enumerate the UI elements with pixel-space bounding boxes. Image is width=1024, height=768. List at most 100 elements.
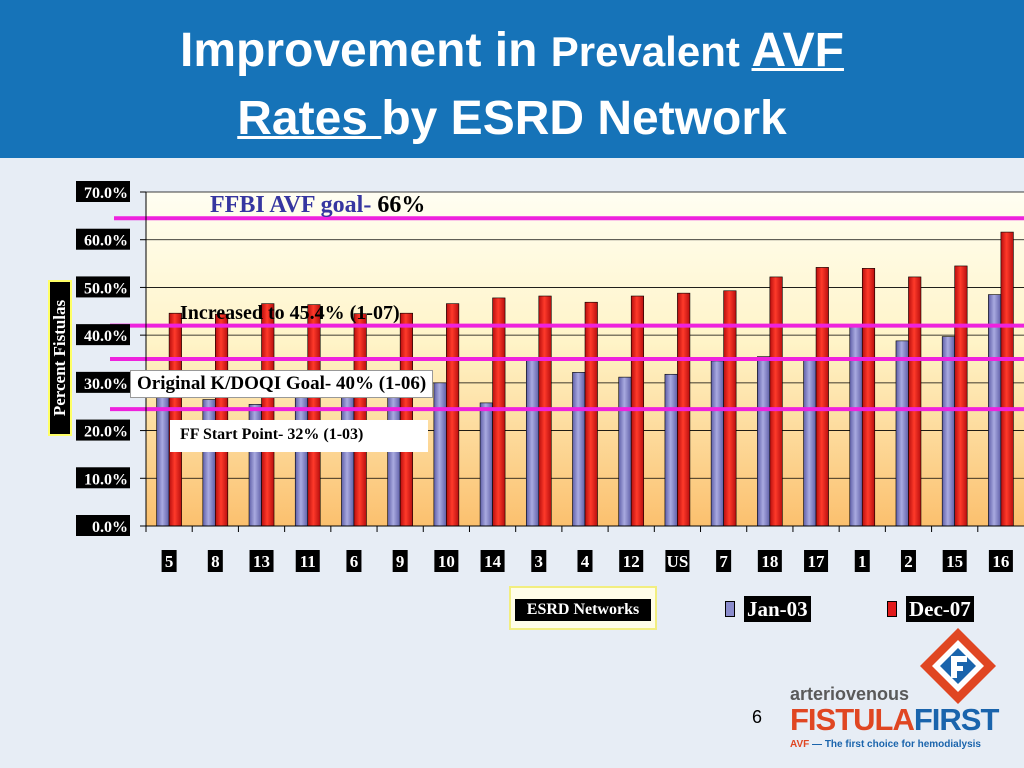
x-tick-label: 11 <box>300 552 316 571</box>
y-tick-label-bg <box>76 324 130 346</box>
x-tick-label: 2 <box>904 552 913 571</box>
legend-swatch-dec-07 <box>887 601 897 617</box>
y-tick-label: 10.0% <box>84 471 128 488</box>
logo-tag-rest: — The first choice for hemodialysis <box>809 739 981 750</box>
slide-header: Improvement in Prevalent AVF Rates by ES… <box>0 0 1024 158</box>
y-tick-label-bg <box>76 419 130 441</box>
y-tick-label: 20.0% <box>84 424 128 441</box>
y-tick-label-bg <box>76 181 130 202</box>
bar-jan-03 <box>341 392 355 527</box>
x-tick-label: 9 <box>396 552 405 571</box>
fistula-first-logo-mark <box>920 628 996 704</box>
x-tick-label: 12 <box>623 552 640 571</box>
x-tick-label: 14 <box>484 552 502 571</box>
start-point-annotation: FF Start Point- 32% (1-03) <box>170 420 428 452</box>
legend-swatch-jan-03 <box>725 601 735 617</box>
x-tick-label: 5 <box>165 552 174 571</box>
bar-dec-07 <box>307 304 321 527</box>
bar-dec-07 <box>815 267 829 527</box>
x-tick-label: 18 <box>761 552 778 571</box>
bar-jan-03 <box>757 356 771 527</box>
bar-jan-03 <box>156 396 170 527</box>
x-tick-label-bg <box>392 550 408 572</box>
x-tick-label: 17 <box>808 552 826 571</box>
y-axis-label: Percent Fistulas <box>48 280 72 436</box>
x-axis-label-text: ESRD Networks <box>515 599 651 621</box>
y-tick-label: 0.0% <box>92 519 128 536</box>
legend: Jan-03 Dec-07 <box>722 596 1002 626</box>
x-tick-label-bg <box>854 550 870 572</box>
bar-jan-03 <box>525 360 540 527</box>
bar-jan-03 <box>710 360 724 527</box>
logo-fistula: FISTULA <box>790 702 915 737</box>
x-axis-label: ESRD Networks <box>509 586 657 630</box>
y-tick-label: 30.0% <box>84 376 128 393</box>
bar-chart: 0.0% 10.0% 20.0% 30.0% 40.0% 50.0% 60.0% 7 0.0% … <box>76 181 1024 572</box>
y-tick-label-bg <box>76 515 130 536</box>
bar-dec-07 <box>769 276 783 527</box>
x-tick-label-bg <box>531 550 547 572</box>
fistula-first-logo: arteriovenous FISTULAFIRST AVF — The fir… <box>790 626 1010 761</box>
x-tick-label: 15 <box>946 552 963 571</box>
x-tick-label: 8 <box>211 552 220 571</box>
bar-jan-03 <box>572 372 586 527</box>
slide-title-line-2: Rates by ESRD Network <box>0 90 1024 148</box>
bar-dec-07 <box>908 276 922 527</box>
goal-annotation: FFBI AVF goal- 66% <box>210 192 425 219</box>
x-tick-label: 3 <box>535 552 544 571</box>
x-tick-label: 1 <box>858 552 867 571</box>
x-tick-label: 13 <box>253 552 270 571</box>
goal-annotation-text: FFBI AVF goal- <box>210 192 378 218</box>
title-part-4: Rates <box>237 92 382 145</box>
x-tick-label-bg <box>665 550 690 572</box>
bar-jan-03 <box>479 402 493 527</box>
x-tick-label: 7 <box>719 552 728 571</box>
y-tick-label-bg <box>76 228 130 250</box>
logo-first: FIRST <box>913 702 1000 737</box>
original-goal-annotation: Original K/DOQI Goal- 40% (1-06) <box>130 370 434 398</box>
x-tick-label-bg <box>295 550 320 572</box>
y-axis-label-text: Percent Fistulas <box>50 299 69 417</box>
title-part-2: Prevalent <box>550 28 752 75</box>
x-tick-label-bg <box>249 550 274 572</box>
bar-jan-03 <box>849 325 863 527</box>
logo-main-text: FISTULAFIRST <box>790 702 1000 738</box>
x-tick-label-bg <box>757 550 782 572</box>
logo-top-text: arteriovenous <box>790 684 910 704</box>
x-tick-label-bg <box>900 550 916 572</box>
logo-tagline: AVF — The first choice for hemodialysis <box>790 739 981 750</box>
title-part-1: Improvement in <box>180 24 551 77</box>
x-tick-label: 6 <box>350 552 359 571</box>
slide-number: 6 <box>752 707 763 727</box>
bar-dec-07 <box>446 303 460 527</box>
bar-jan-03 <box>202 399 216 527</box>
bar-jan-03 <box>433 382 447 527</box>
x-tick-label-bg <box>346 550 362 572</box>
y-tick-label: 60.0% <box>84 233 128 250</box>
x-tick-label-bg <box>577 550 593 572</box>
y-tick-labels: 0.0% 10.0% 20.0% 30.0% 40.0% 50.0% 60.0% 70.0% <box>76 181 146 536</box>
x-tick-label-bg <box>161 550 177 572</box>
x-tick-label: 16 <box>992 552 1009 571</box>
bar-jan-03 <box>387 384 401 527</box>
x-tick-label: 10 <box>438 552 455 571</box>
bar-dec-07 <box>584 301 598 527</box>
bar-jan-03 <box>941 336 955 527</box>
y-tick-label: 40.0% <box>84 328 128 345</box>
x-tick-label-bg <box>480 550 505 572</box>
y-tick-label: 50.0% <box>84 280 128 297</box>
x-tick-label-bg <box>434 550 459 572</box>
bar-dec-07 <box>861 268 876 527</box>
y-tick-label-bg <box>76 276 130 298</box>
legend-label-dec-07: Dec-07 <box>906 596 974 622</box>
x-tick-label-bg <box>804 550 829 572</box>
bar-dec-07 <box>261 303 275 527</box>
x-tick-label-bg <box>942 550 967 572</box>
x-tick-label: 4 <box>581 552 590 571</box>
reference-lines <box>110 216 1024 412</box>
x-tick-label-bg <box>207 550 223 572</box>
bar-dec-07 <box>1000 231 1014 527</box>
x-tick-label-bg <box>988 550 1013 572</box>
increased-annotation: Increased to 45.4% (1-07) <box>180 302 400 324</box>
title-part-5: by ESRD Network <box>381 92 787 145</box>
